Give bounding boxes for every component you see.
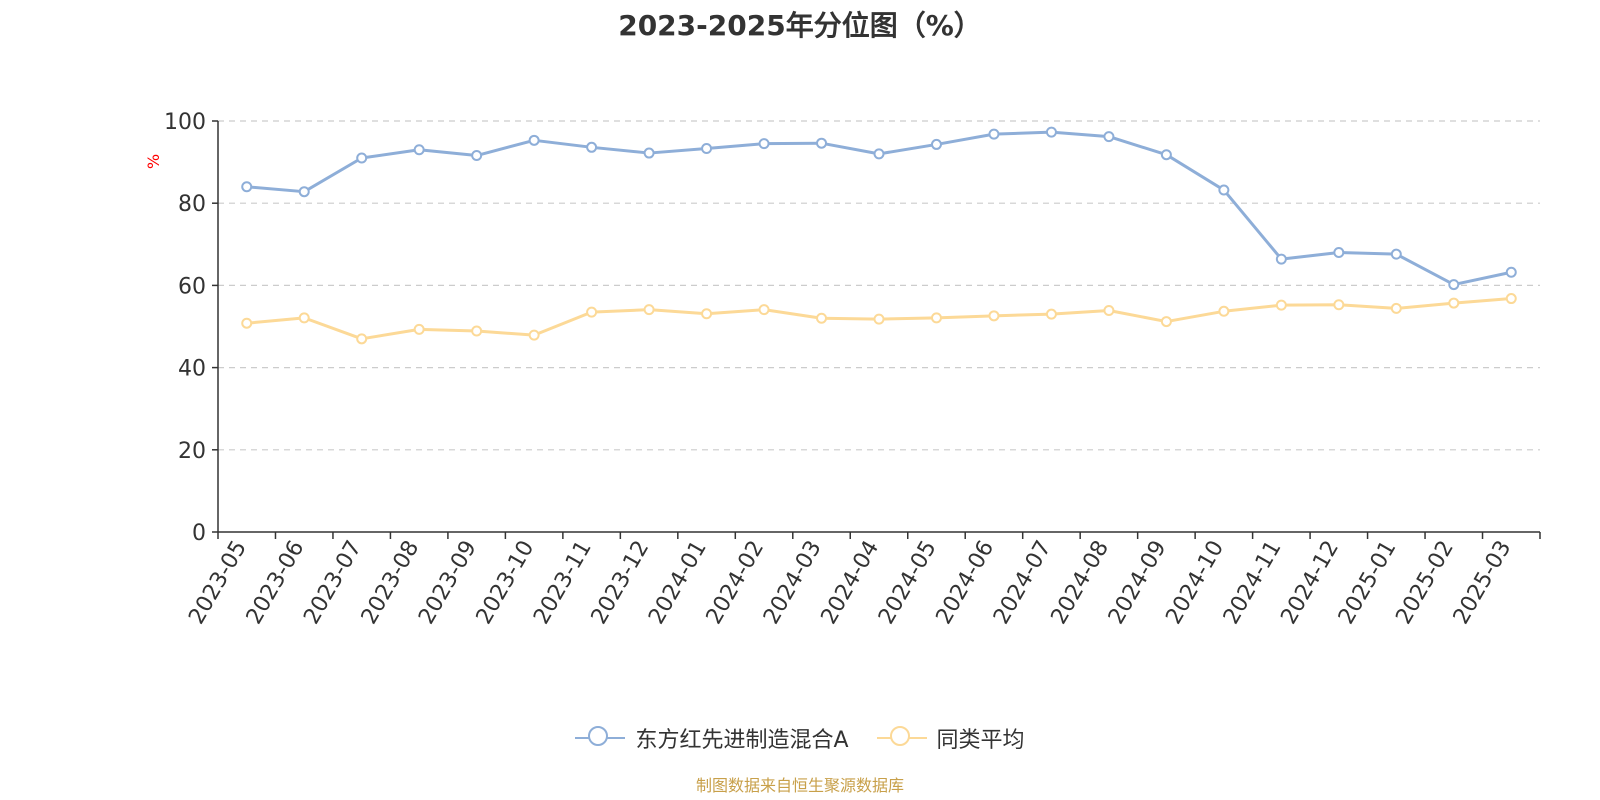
- legend-swatch-series-2: [876, 725, 927, 751]
- series-2-point-2024-07[interactable]: [1045, 308, 1057, 320]
- series-1-point-2024-07[interactable]: [1045, 126, 1057, 138]
- series-1-point-2024-03[interactable]: [816, 137, 828, 149]
- series-2-point-2023-09[interactable]: [471, 325, 483, 337]
- series-1-point-2023-11[interactable]: [586, 141, 598, 153]
- series-2-point-2025-01[interactable]: [1390, 302, 1402, 314]
- legend-swatch-series-1: [575, 725, 626, 751]
- series-2-point-2024-11[interactable]: [1275, 299, 1287, 311]
- series-2-point-2024-09[interactable]: [1160, 316, 1172, 328]
- series-2-point-2025-02[interactable]: [1448, 297, 1460, 309]
- series-2-point-2024-06[interactable]: [988, 310, 1000, 322]
- series-1-point-2025-02[interactable]: [1448, 279, 1460, 291]
- y-axis-label: %: [144, 153, 164, 170]
- series-2-point-2023-11[interactable]: [586, 306, 598, 318]
- series-2-point-2023-08[interactable]: [413, 323, 425, 335]
- series-lines: [246, 130, 1512, 341]
- grid-lines: [218, 120, 1540, 451]
- y-tick-label-40: 40: [178, 357, 206, 382]
- series-1-point-2023-10[interactable]: [528, 134, 540, 146]
- series-2-point-2025-03[interactable]: [1505, 293, 1517, 305]
- series-1-point-2023-09[interactable]: [471, 150, 483, 162]
- series-1-point-2024-01[interactable]: [701, 143, 713, 155]
- series-2-point-2023-12[interactable]: [643, 304, 655, 316]
- series-2-point-2024-08[interactable]: [1103, 304, 1115, 316]
- series-1-point-2023-06[interactable]: [298, 186, 310, 198]
- series-2-point-2023-10[interactable]: [528, 329, 540, 341]
- series-1-point-2024-10[interactable]: [1218, 184, 1230, 196]
- series-1-point-2025-03[interactable]: [1505, 266, 1517, 278]
- legend-item-series-1[interactable]: 东方红先进制造混合A: [575, 722, 849, 754]
- axes: [212, 120, 1541, 539]
- series-1-point-2024-08[interactable]: [1103, 131, 1115, 143]
- chart-title: 2023-2025年分位图（%）: [618, 9, 982, 42]
- series-1-point-2024-02[interactable]: [758, 138, 770, 150]
- legend-label-series-1: 东方红先进制造混合A: [635, 728, 849, 753]
- series-1-point-2025-01[interactable]: [1390, 248, 1402, 260]
- series-1-point-2023-08[interactable]: [413, 144, 425, 156]
- series-1-point-2024-11[interactable]: [1275, 253, 1287, 265]
- series-2-point-2024-10[interactable]: [1218, 305, 1230, 317]
- series-2-point-2024-12[interactable]: [1333, 299, 1345, 311]
- legend[interactable]: 东方红先进制造混合A 同类平均: [0, 722, 1600, 754]
- data-source-note: 制图数据来自恒生聚源数据库: [695, 776, 904, 795]
- series-2-point-2024-04[interactable]: [873, 313, 885, 325]
- legend-label-series-2: 同类平均: [936, 728, 1025, 753]
- series-1-point-2024-09[interactable]: [1160, 149, 1172, 161]
- series-2-point-2024-01[interactable]: [701, 308, 713, 320]
- y-tick-label-100: 100: [164, 110, 206, 135]
- series-1-point-2024-12[interactable]: [1333, 247, 1345, 259]
- series-2-point-2023-06[interactable]: [298, 312, 310, 324]
- y-tick-label-20: 20: [178, 439, 206, 464]
- series-1-point-2024-04[interactable]: [873, 148, 885, 160]
- series-1-point-2023-05[interactable]: [241, 181, 253, 193]
- legend-item-series-2[interactable]: 同类平均: [876, 722, 1025, 754]
- series-2-point-2024-05[interactable]: [930, 312, 942, 324]
- series-2-point-2024-03[interactable]: [816, 312, 828, 324]
- x-tick-label-2025-03: 2025-03: [1449, 537, 1517, 629]
- y-tick-label-60: 60: [178, 274, 206, 299]
- series-2-point-2023-07[interactable]: [356, 333, 368, 345]
- series-1-point-2024-05[interactable]: [930, 138, 942, 150]
- tick-labels: 0204060801002023-052023-062023-072023-08…: [164, 110, 1516, 629]
- y-tick-label-0: 0: [192, 521, 206, 546]
- series-1-point-2023-12[interactable]: [643, 147, 655, 159]
- series-1-point-2024-06[interactable]: [988, 128, 1000, 140]
- series-points: [241, 126, 1517, 345]
- series-2-point-2023-05[interactable]: [241, 317, 253, 329]
- series-1-point-2023-07[interactable]: [356, 152, 368, 164]
- series-2-point-2024-02[interactable]: [758, 304, 770, 316]
- y-tick-label-80: 80: [178, 192, 206, 217]
